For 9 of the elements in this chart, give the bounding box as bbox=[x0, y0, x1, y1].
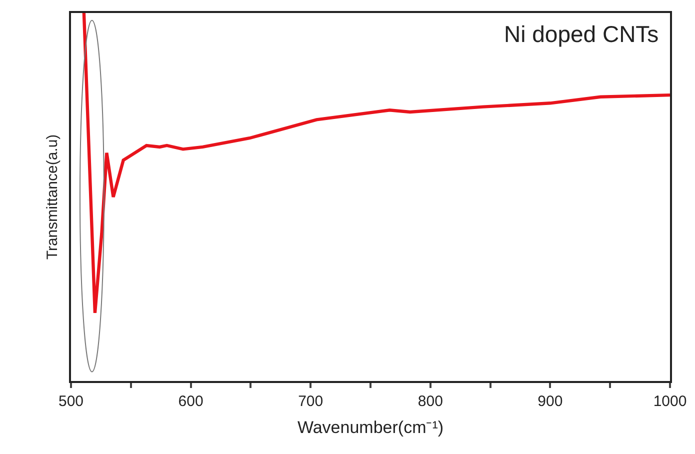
x-tick-label: 600 bbox=[178, 393, 204, 410]
x-tick-label: 800 bbox=[418, 393, 443, 410]
x-tick-label: 500 bbox=[58, 393, 84, 410]
x-axis-title: Wavenumber(cm⁻¹) bbox=[297, 418, 444, 437]
y-axis-title: Transmittance(a.u) bbox=[44, 134, 61, 260]
x-tick-label: 900 bbox=[538, 393, 563, 410]
x-tick-label: 700 bbox=[298, 393, 324, 410]
x-tick-label: 1000 bbox=[653, 393, 687, 410]
chart-title: Ni doped CNTs bbox=[504, 21, 659, 47]
